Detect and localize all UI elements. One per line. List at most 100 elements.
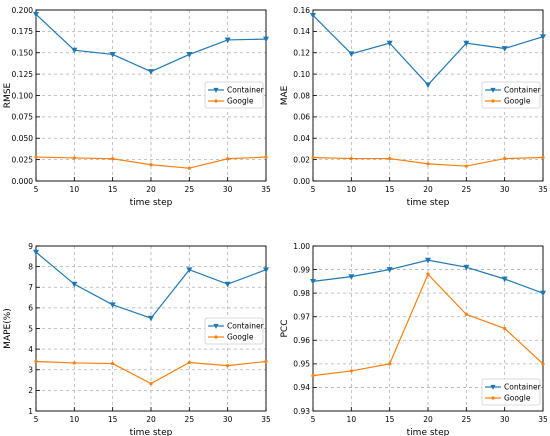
legend-label: Container [504,86,542,95]
y-axis-label: MAE [280,85,290,105]
data-point-google [464,312,468,316]
x-tick-label: 15 [385,415,395,424]
x-tick-label: 5 [34,415,39,424]
y-tick-label: 8 [28,262,33,271]
data-point-container [310,12,316,19]
y-tick-label: 0.04 [293,134,310,143]
x-tick-label: 25 [462,185,472,194]
y-tick-label: 0.025 [12,155,34,164]
data-point-container [109,302,116,309]
data-point-google [226,364,230,368]
x-tick-label: 5 [311,415,316,424]
y-tick-label: 2 [28,386,33,395]
legend-marker [490,87,496,93]
data-point-container [148,315,154,322]
data-point-container [109,52,116,58]
x-tick-label: 35 [261,415,271,424]
data-point-google [264,359,268,364]
legend-marker [491,99,495,103]
x-axis-label: time step [130,198,173,208]
data-point-google [111,157,115,161]
data-point-google [311,374,315,378]
data-point-container [386,267,393,273]
y-tick-label: 0.050 [12,134,34,143]
y-tick-label: 3 [28,366,33,375]
data-point-google [503,326,507,331]
data-point-google [311,155,315,160]
plot-frame [35,9,267,182]
x-tick-label: 5 [34,185,39,194]
data-point-container [186,52,193,58]
data-point-container [224,37,231,44]
chart-panel-3: 5 10 15 20 25 30 35 1 2 3 4 5 6 7 8 9 time step MAPE(%) Co… [3,242,271,436]
y-tick-label: 0.96 [293,336,310,345]
y-tick-label: 0.150 [12,49,34,58]
data-point-container [33,11,39,18]
data-point-container [425,257,431,264]
data-point-container [386,40,393,47]
data-point-container [186,267,193,274]
x-tick-label: 15 [108,185,118,194]
data-point-container [540,34,546,41]
y-tick-label: 0.00 [293,177,310,186]
y-tick-label: 0.06 [293,113,310,122]
data-point-google [226,157,230,161]
y-tick-label: 0.97 [293,313,310,322]
plot-frame [35,245,267,412]
y-tick-label: 0.125 [12,70,34,79]
legend-marker [214,99,218,103]
y-tick-label: 0.08 [293,91,310,100]
legend-marker [490,384,496,390]
x-tick-label: 35 [261,185,271,194]
legend: Container Google [481,81,542,109]
y-tick-label: 0.12 [293,49,310,58]
y-tick-label: 0.000 [12,177,34,186]
y-tick-label: 9 [28,242,33,251]
plot-frame [312,245,544,412]
data-point-google [464,164,468,168]
data-point-container [148,69,154,75]
data-point-google [72,156,76,160]
y-tick-label: 6 [28,304,33,313]
legend-label: Container [504,383,542,392]
data-point-container [348,51,355,58]
y-tick-label: 0.93 [293,407,310,416]
x-tick-label: 35 [538,415,548,424]
y-tick-label: 1.00 [293,242,310,251]
data-point-google [388,362,392,366]
data-point-google [541,362,545,366]
data-point-google [149,163,153,167]
x-axis-label: time step [407,428,450,436]
y-tick-label: 0.100 [12,91,34,100]
legend: Container Google [481,378,542,406]
y-tick-label: 0.94 [293,383,310,392]
y-axis-label: PCC [280,320,290,338]
legend: Container Google [204,81,265,109]
x-tick-label: 30 [500,185,510,194]
chart-panel-4: 5 10 15 20 25 30 35 0.93 0.94 0.95 0.96 0.97 0.98 0.9… [280,242,548,436]
x-tick-label: 25 [185,185,195,194]
data-point-container [71,281,78,288]
data-point-google [34,359,38,364]
legend-label: Google [227,97,254,106]
x-tick-label: 15 [385,185,395,194]
data-point-container [501,46,508,52]
x-tick-label: 10 [70,415,80,424]
legend: Container Google [204,317,265,345]
x-tick-label: 5 [311,185,316,194]
data-point-google [388,156,392,161]
legend-label: Container [227,322,265,331]
legend-label: Google [227,333,254,342]
y-tick-label: 0.175 [12,27,34,36]
data-point-container [540,290,546,297]
data-point-google [34,155,38,159]
data-point-container [348,274,355,280]
data-point-container [463,40,470,47]
y-axis-label: MAPE(%) [3,308,13,349]
y-tick-label: 1 [28,407,33,416]
x-tick-label: 35 [538,185,548,194]
x-tick-label: 30 [223,185,233,194]
data-point-google [541,155,545,160]
data-point-container [224,281,231,288]
